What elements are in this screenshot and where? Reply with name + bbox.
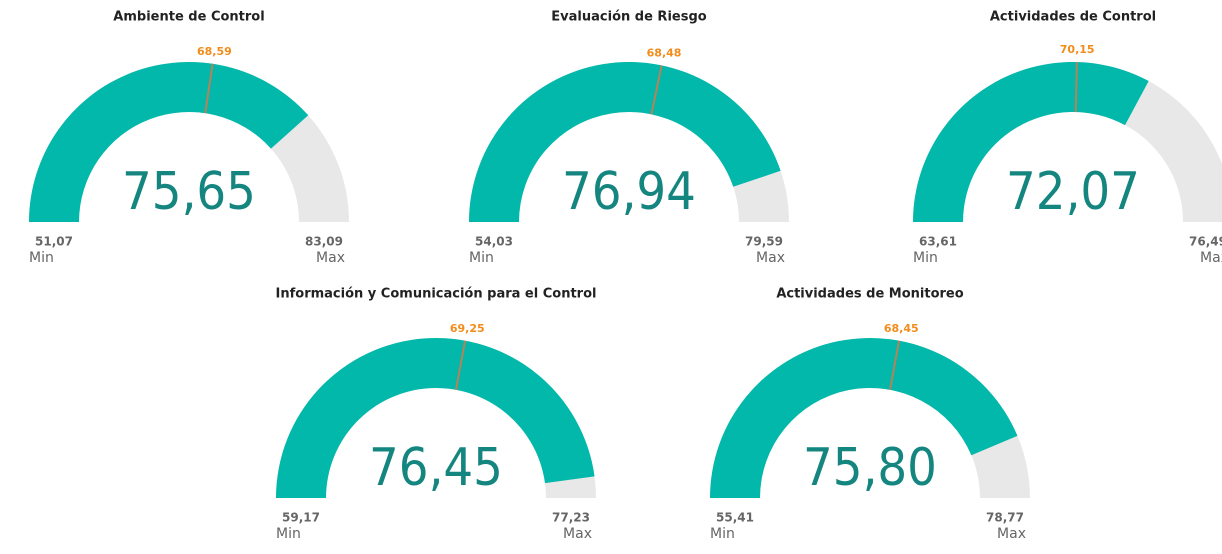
min-label: Min [913,250,938,266]
min-tick-label: 51,07 [35,235,73,249]
min-label: Min [710,526,735,542]
max-tick-label: 76,49 [1189,235,1222,249]
max-label: Max [563,526,592,542]
min-tick-label: 54,03 [475,235,513,249]
target-line [650,65,663,115]
gauge-title: Evaluación de Riesgo [551,10,706,25]
gauge-value [913,61,1149,222]
gauge-value [469,61,781,222]
min-label: Min [276,526,301,542]
target-label: 70,15 [1060,43,1095,56]
target-label: 68,45 [884,322,919,335]
min-label: Min [29,250,54,266]
min-tick-label: 55,41 [716,511,754,525]
gauge-value-label: 76,94 [562,162,696,222]
min-label: Min [469,250,494,266]
min-tick-label: 59,17 [282,511,320,525]
target-line [454,340,467,391]
gauge-title: Actividades de Control [990,10,1156,25]
target-line [204,63,214,114]
target-line [1074,62,1078,113]
max-tick-label: 77,23 [552,511,590,525]
gauge-value-label: 76,45 [369,438,503,498]
max-tick-label: 78,77 [986,511,1024,525]
target-label: 68,48 [647,47,682,60]
target-label: 68,59 [197,45,232,58]
max-tick-label: 83,09 [305,235,343,249]
target-label: 69,25 [450,322,485,335]
max-tick-label: 79,59 [745,235,783,249]
gauge-value-label: 75,65 [122,162,256,222]
gauge-value-label: 75,80 [803,438,937,498]
gauge-title: Información y Comunicación para el Contr… [276,287,597,302]
max-label: Max [316,250,345,266]
target-line [889,340,901,391]
gauge-value [710,338,1018,498]
gauge-title: Actividades de Monitoreo [776,287,963,302]
max-label: Max [756,250,785,266]
gauge-value-label: 72,07 [1006,162,1140,222]
gauge-title: Ambiente de Control [113,10,264,25]
max-label: Max [997,526,1026,542]
min-tick-label: 63,61 [919,235,957,249]
gauge-value [29,61,309,222]
max-label: Max [1200,250,1222,266]
gauge-value [276,337,595,498]
